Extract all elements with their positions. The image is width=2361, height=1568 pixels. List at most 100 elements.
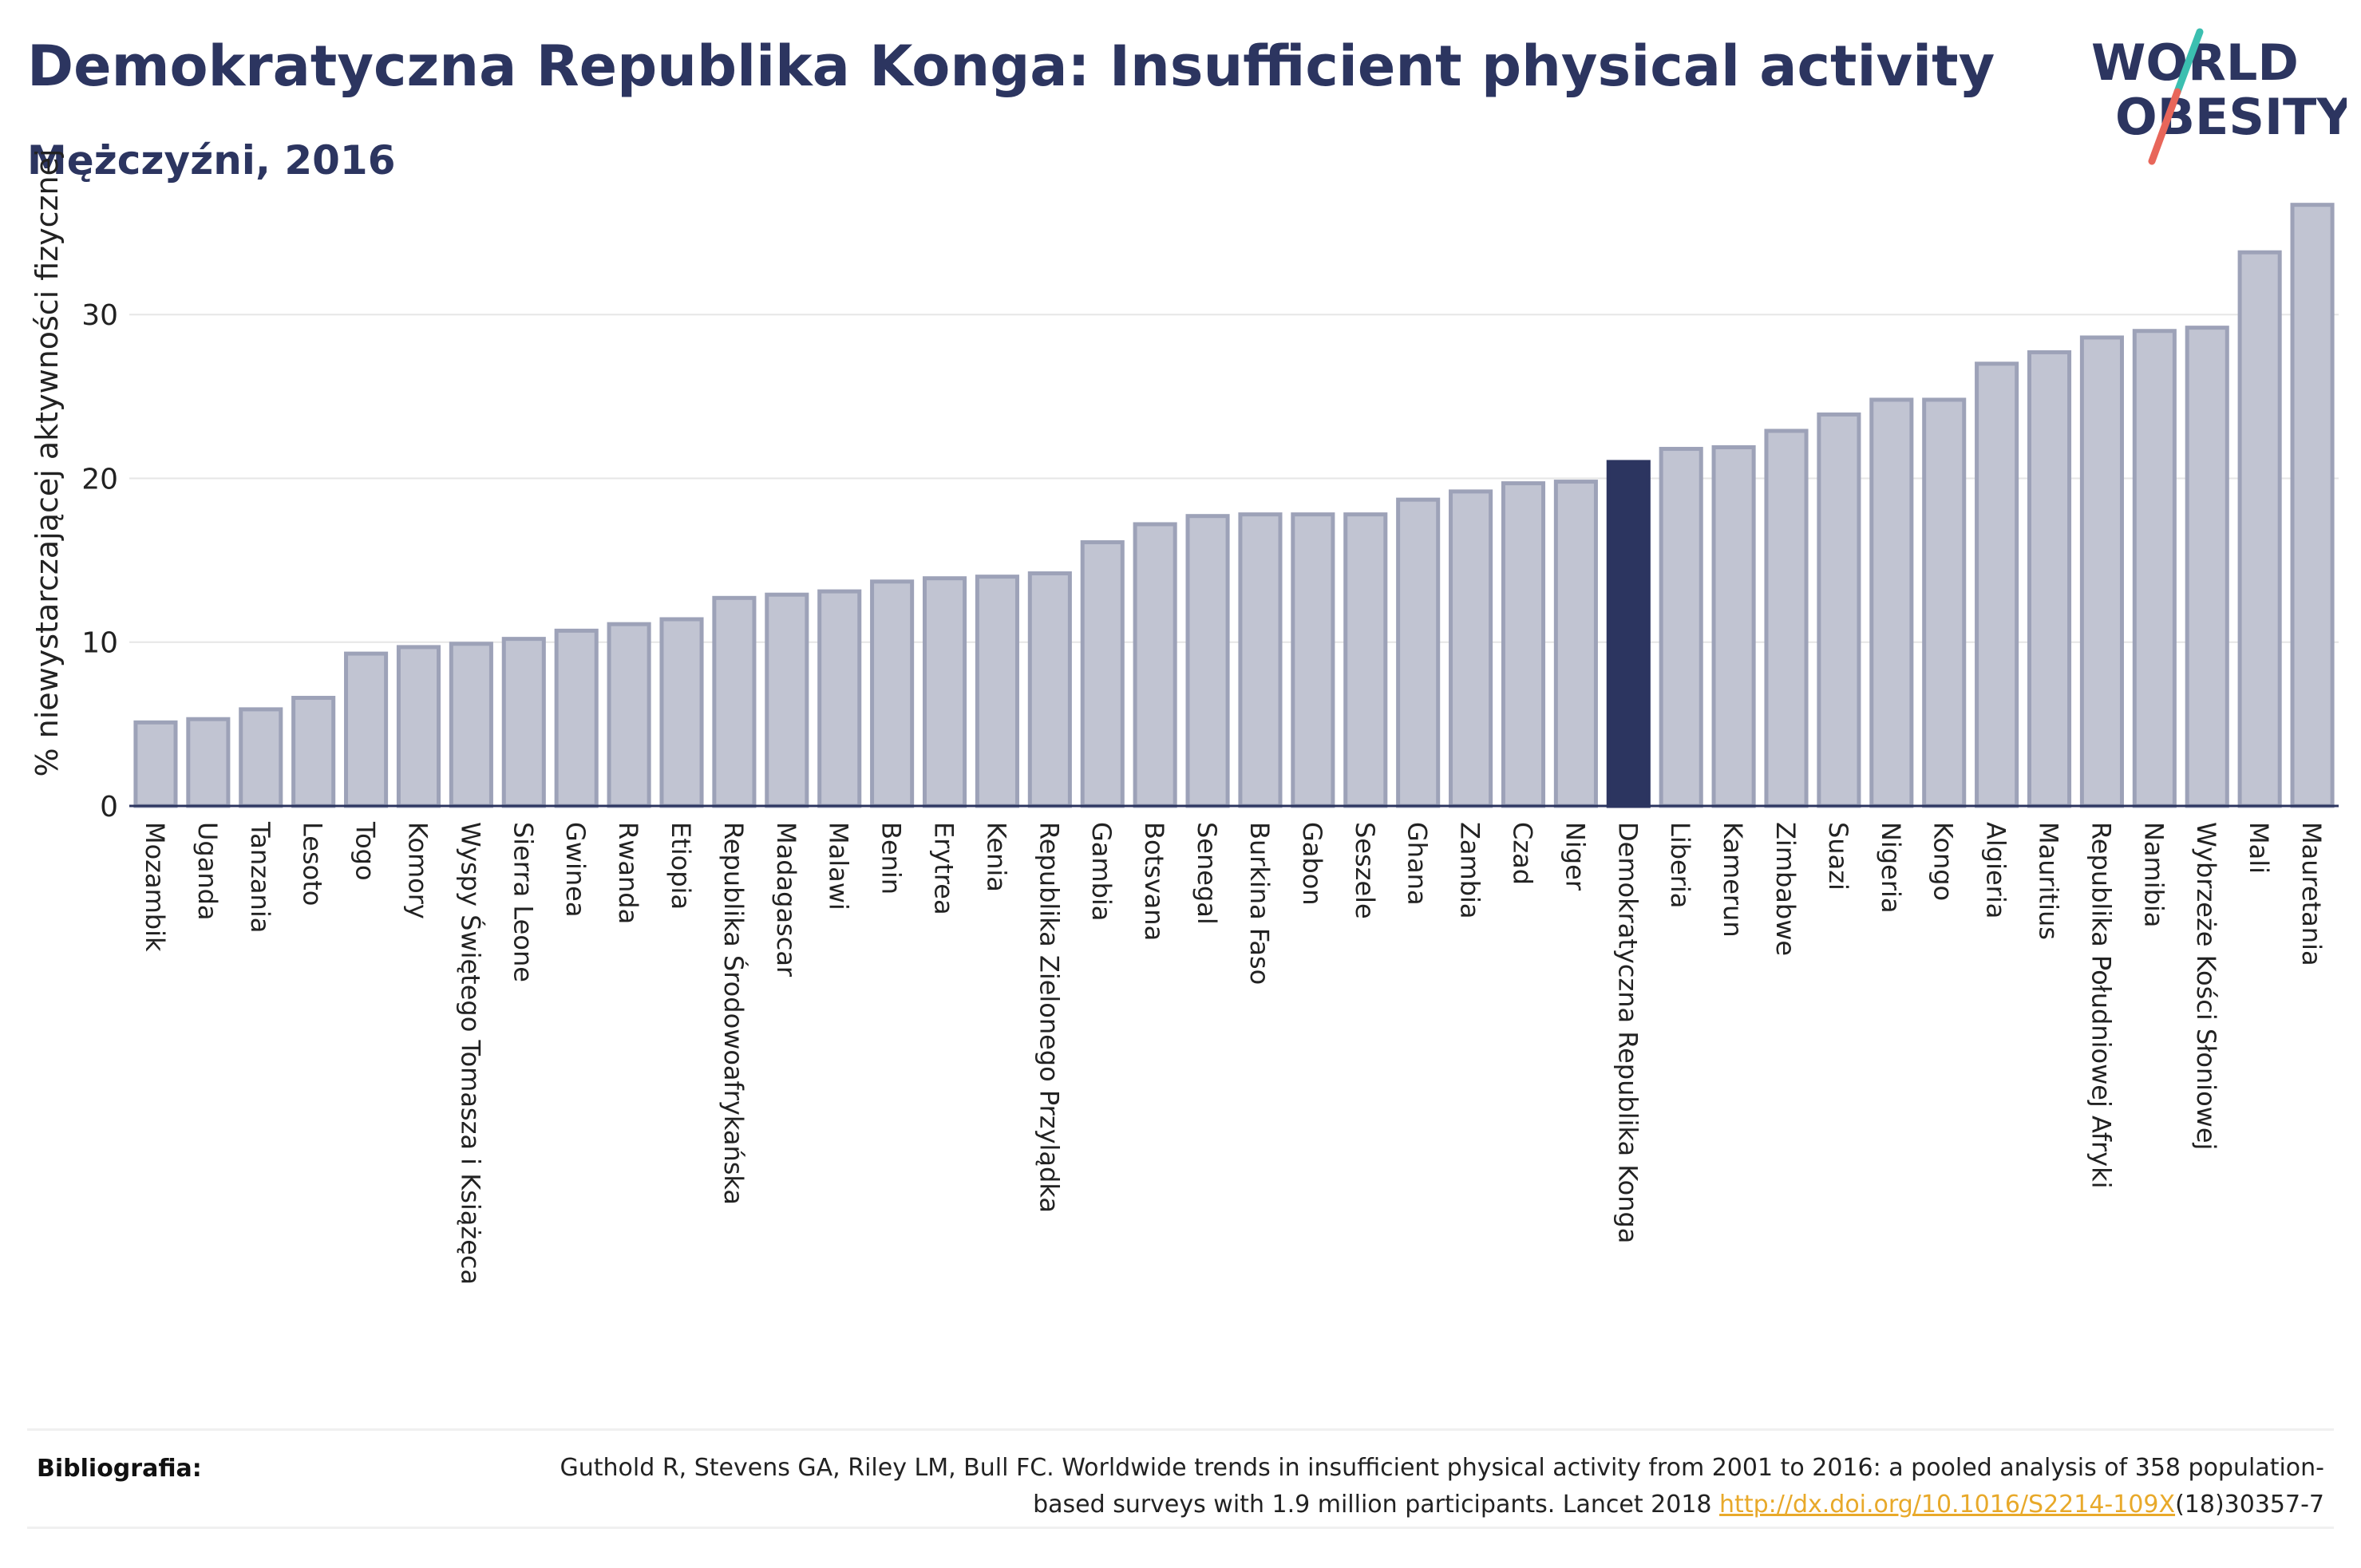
bar-32[interactable] — [1817, 412, 1861, 808]
bar-9[interactable] — [607, 622, 651, 808]
x-tick-label: Malawi — [824, 822, 854, 910]
x-tick-label: Zambia — [1455, 822, 1485, 919]
x-tick-label: Mauritius — [2034, 822, 2064, 940]
grid-lines — [129, 314, 2339, 643]
logo-slash-teal — [2173, 28, 2204, 96]
x-tick-label: Kamerun — [1718, 822, 1748, 938]
x-tick-label: Benin — [876, 822, 907, 895]
bar-37[interactable] — [2079, 335, 2124, 808]
bar-3[interactable] — [291, 696, 336, 808]
bar-7[interactable] — [501, 637, 546, 808]
bar-19[interactable] — [1133, 522, 1177, 808]
bar-18[interactable] — [1080, 540, 1125, 808]
bars — [133, 203, 2335, 808]
x-tick-label: Erytrea — [929, 822, 959, 915]
x-tick-label: Etiopia — [666, 822, 696, 910]
bibliography-footer: Bibliografia: Guthold R, Stevens GA, Ril… — [27, 1428, 2334, 1529]
bar-26[interactable] — [1501, 481, 1546, 808]
logo-slash-coral — [2148, 88, 2181, 165]
bar-24[interactable] — [1396, 497, 1441, 808]
bibliography-doi-suffix: (18)30357-7 — [2175, 1491, 2324, 1519]
x-tick-label: Seszele — [1350, 822, 1380, 919]
y-tick-label: 20 — [81, 463, 118, 496]
bar-36[interactable] — [2027, 350, 2072, 808]
bar-10[interactable] — [659, 617, 704, 808]
bar-1[interactable] — [186, 717, 231, 808]
y-tick-label: 10 — [81, 627, 118, 660]
x-tick-label: Kongo — [1928, 822, 1959, 901]
x-tick-label: Botsvana — [1139, 822, 1169, 941]
y-tick-label: 0 — [100, 791, 118, 823]
x-tick-label: Nigeria — [1876, 822, 1906, 913]
x-tick-label: Gambia — [1086, 822, 1117, 921]
bar-27[interactable] — [1553, 480, 1598, 808]
x-tick-label: Republika Południowej Afryki — [2086, 822, 2116, 1189]
bar-34[interactable] — [1922, 397, 1967, 808]
bar-41[interactable] — [2290, 203, 2335, 808]
x-tick-label: Tanzania — [245, 821, 275, 933]
y-axis-label: % niewystarczającej aktywności fizycznej — [30, 148, 65, 776]
logo-line2: OBESITY — [2115, 88, 2347, 146]
bar-31[interactable] — [1764, 429, 1809, 808]
y-tick-labels: 0 10 20 30 — [81, 299, 118, 823]
bar-13[interactable] — [817, 589, 862, 808]
bar-38[interactable] — [2132, 329, 2177, 808]
x-tick-label: Madagascar — [771, 822, 801, 978]
bibliography-label: Bibliografia: — [37, 1455, 202, 1483]
x-tick-label: Sierra Leone — [508, 822, 538, 982]
x-tick-label: Republika Zielonego Przylądka — [1034, 822, 1064, 1213]
x-tick-label: Mali — [2244, 822, 2274, 874]
bar-14[interactable] — [870, 579, 915, 808]
x-tick-label: Czad — [1507, 822, 1537, 885]
x-tick-label: Komory — [402, 822, 433, 919]
bar-35[interactable] — [1975, 361, 2019, 808]
bar-28[interactable] — [1606, 460, 1651, 808]
x-tick-label: Burkina Faso — [1244, 822, 1275, 985]
bar-39[interactable] — [2185, 326, 2229, 808]
x-tick-label: Mozambik — [140, 822, 170, 952]
bar-11[interactable] — [712, 595, 757, 808]
x-tick-label: Liberia — [1665, 822, 1695, 908]
bibliography-text: Guthold R, Stevens GA, Riley LM, Bull FC… — [488, 1450, 2324, 1523]
x-tick-label: Uganda — [192, 822, 223, 921]
x-tick-label: Wybrzeże Kości Słoniowej — [2191, 822, 2221, 1150]
bar-0[interactable] — [133, 720, 178, 808]
bar-6[interactable] — [449, 642, 493, 808]
bar-8[interactable] — [554, 628, 599, 808]
bar-5[interactable] — [396, 645, 441, 808]
bar-15[interactable] — [922, 576, 967, 808]
bar-40[interactable] — [2237, 250, 2282, 808]
bar-chart: 0 10 20 30 Mozambik Uganda Tanzania Lesoto Togo… — [30, 148, 2339, 1285]
x-tick-label: Republika Środowoafrykańska — [718, 822, 749, 1205]
bar-21[interactable] — [1238, 512, 1283, 808]
bar-12[interactable] — [765, 592, 809, 808]
bar-25[interactable] — [1449, 489, 1493, 808]
x-tick-label: Gwinea — [560, 822, 591, 917]
bar-17[interactable] — [1027, 571, 1072, 808]
x-tick-label: Demokratyczna Republika Konga — [1612, 822, 1643, 1243]
x-tick-label: Mauretania — [2296, 822, 2327, 966]
world-obesity-logo: WORLD OBESITY — [2091, 28, 2347, 165]
x-tick-label: Zimbabwe — [1770, 822, 1801, 956]
bar-22[interactable] — [1291, 512, 1335, 808]
x-tick-label: Niger — [1560, 822, 1590, 891]
bar-29[interactable] — [1659, 447, 1703, 808]
x-tick-labels: Mozambik Uganda Tanzania Lesoto Togo Komory Wy… — [140, 821, 2327, 1285]
bar-30[interactable] — [1711, 444, 1756, 808]
x-tick-label: Lesoto — [298, 822, 328, 906]
x-tick-label: Togo — [350, 821, 381, 881]
chart-subtitle: Mężczyźni, 2016 — [27, 137, 396, 184]
bar-16[interactable] — [975, 575, 1019, 808]
bibliography-citation: Guthold R, Stevens GA, Riley LM, Bull FC… — [560, 1454, 2324, 1519]
bar-4[interactable] — [344, 651, 389, 808]
bar-20[interactable] — [1185, 514, 1230, 808]
bar-33[interactable] — [1869, 397, 1914, 808]
bar-23[interactable] — [1343, 512, 1388, 808]
x-tick-label: Senegal — [1192, 822, 1222, 925]
y-tick-label: 30 — [81, 299, 118, 332]
x-tick-label: Kenia — [981, 822, 1011, 892]
x-tick-label: Namibia — [2138, 822, 2169, 927]
bar-2[interactable] — [239, 707, 283, 808]
bibliography-doi-link[interactable]: http://dx.doi.org/10.1016/S2214-109X — [1719, 1491, 2176, 1519]
x-tick-label: Wyspy Świętego Tomasza i Książęca — [455, 822, 486, 1285]
